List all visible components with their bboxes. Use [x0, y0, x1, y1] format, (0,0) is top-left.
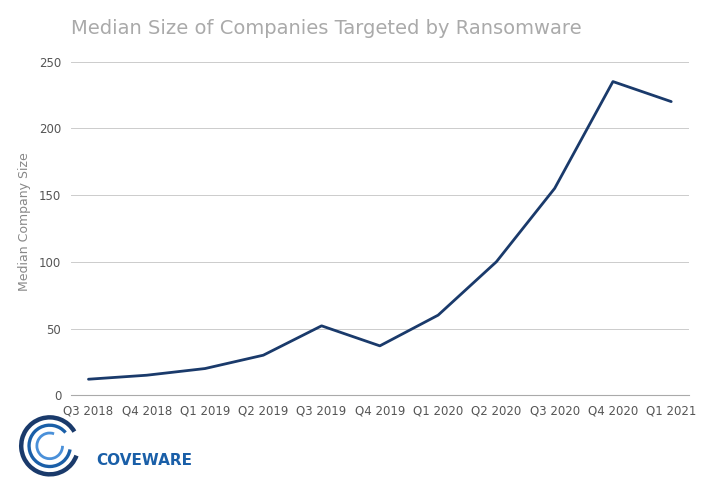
Text: COVEWARE: COVEWARE [96, 453, 192, 468]
Text: Median Size of Companies Targeted by Ransomware: Median Size of Companies Targeted by Ran… [71, 19, 581, 38]
Y-axis label: Median Company Size: Median Company Size [18, 152, 31, 291]
